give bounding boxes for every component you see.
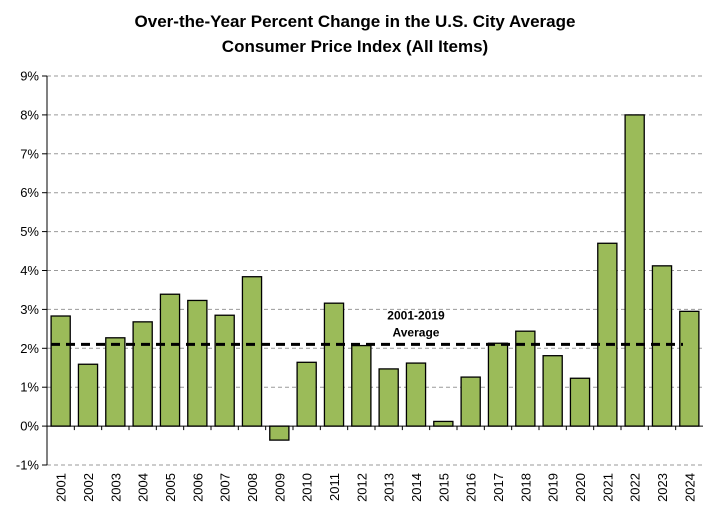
bar-2020 <box>569 377 591 427</box>
y-tick-label: 0% <box>20 419 39 434</box>
bar-2022 <box>624 114 645 427</box>
y-tick-label: 7% <box>20 146 39 161</box>
x-tick-label: 2009 <box>272 473 287 502</box>
x-tick-label: 2023 <box>655 473 670 502</box>
x-tick-label: 2008 <box>245 473 260 502</box>
bar-2019 <box>542 355 563 427</box>
bar-2023 <box>651 265 673 427</box>
y-tick-label: 2% <box>20 341 39 356</box>
bar-2017 <box>487 342 509 427</box>
bar-2007 <box>214 314 235 427</box>
x-tick-label: 2007 <box>218 473 233 502</box>
average-label-line1: 2001-2019 <box>387 308 445 322</box>
y-tick-label: 4% <box>20 263 39 278</box>
bar-2004 <box>132 321 153 427</box>
x-tick-label: 2005 <box>163 473 178 502</box>
x-tick-label: 2006 <box>190 473 205 502</box>
grid-lines <box>47 75 703 466</box>
y-tick-label: 9% <box>20 69 39 84</box>
y-tick-label: 1% <box>20 380 39 395</box>
average-label-line2: Average <box>393 325 440 339</box>
x-tick-label: 2015 <box>436 473 451 502</box>
x-tick-label: 2002 <box>81 473 96 502</box>
x-tick-label: 2020 <box>573 473 588 502</box>
x-tick-label: 2024 <box>682 473 697 502</box>
x-tick-label: 2018 <box>518 473 533 502</box>
bar-2012 <box>351 344 372 427</box>
bar-2005 <box>159 293 181 427</box>
x-tick-label: 2013 <box>382 473 397 502</box>
bar-2011 <box>323 302 345 427</box>
x-tick-label: 2011 <box>327 473 342 501</box>
x-tick-label: 2012 <box>354 473 369 502</box>
x-tick-label: 2021 <box>600 473 615 502</box>
bars <box>50 114 700 441</box>
bar-2002 <box>77 363 99 427</box>
x-tick-label: 2022 <box>628 473 643 502</box>
x-tick-label: 2003 <box>108 473 123 502</box>
bar-2016 <box>460 376 481 427</box>
y-tick-label: 6% <box>20 185 39 200</box>
bar-2014 <box>405 362 427 427</box>
average-reference: 2001-2019 Average <box>51 308 683 346</box>
bar-2024 <box>679 310 700 427</box>
bar-2003 <box>105 337 126 427</box>
bar-2021 <box>597 242 618 427</box>
x-tick-label: 2001 <box>54 473 69 502</box>
x-tick-labels: 2001 2002 2003 2004 2005 2006 2007 2008 2009 2010… <box>46 426 697 502</box>
chart-subtitle: Consumer Price Index (All Items) <box>222 37 488 56</box>
y-tick-label: 3% <box>20 302 39 317</box>
bar-2009 <box>269 425 290 441</box>
chart-title: Over-the-Year Percent Change in the U.S.… <box>135 12 576 31</box>
x-tick-label: 2016 <box>464 473 479 502</box>
x-tick-label: 2010 <box>300 473 315 502</box>
y-tick-labels: -1% 0% 1% 2% 3% 4% 5% 6% 7% 8% 9% <box>16 69 47 473</box>
bar-2001 <box>50 315 71 427</box>
x-tick-label: 2004 <box>136 473 151 502</box>
x-tick-label: 2014 <box>409 473 424 502</box>
x-tick-label: 2019 <box>546 473 561 502</box>
y-tick-label: 8% <box>20 107 39 122</box>
x-tick-label: 2017 <box>491 473 506 502</box>
y-tick-label: 5% <box>20 224 39 239</box>
bar-2015 <box>433 420 454 427</box>
y-tick-label: -1% <box>16 458 40 473</box>
bar-2006 <box>187 299 208 427</box>
bar-2008 <box>241 276 263 427</box>
bar-2010 <box>296 361 317 427</box>
bar-2013 <box>378 368 399 427</box>
